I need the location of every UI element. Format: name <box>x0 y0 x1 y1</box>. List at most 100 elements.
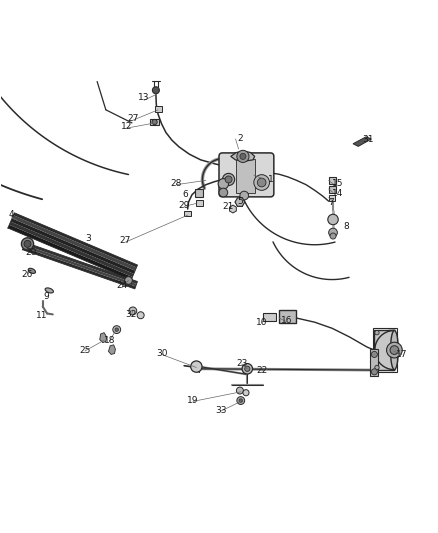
Text: 21: 21 <box>222 202 233 211</box>
Polygon shape <box>9 222 134 277</box>
Circle shape <box>245 366 250 372</box>
Polygon shape <box>109 345 116 354</box>
Text: 27: 27 <box>127 114 138 123</box>
Bar <box>328 195 335 201</box>
Text: 2: 2 <box>237 134 243 143</box>
Circle shape <box>375 330 379 335</box>
Circle shape <box>237 397 245 405</box>
Circle shape <box>240 191 249 200</box>
Text: 17: 17 <box>396 350 407 359</box>
Bar <box>150 119 159 125</box>
Text: 3: 3 <box>85 233 91 243</box>
Text: 28: 28 <box>171 179 182 188</box>
Text: 32: 32 <box>125 310 137 319</box>
Text: 7: 7 <box>328 198 334 207</box>
Circle shape <box>152 87 159 94</box>
Bar <box>374 330 394 370</box>
Bar <box>328 177 336 184</box>
Circle shape <box>191 361 202 372</box>
Text: 24: 24 <box>117 281 128 290</box>
Polygon shape <box>235 198 245 206</box>
Text: 27: 27 <box>120 236 131 245</box>
Circle shape <box>124 277 132 284</box>
Circle shape <box>21 238 34 250</box>
Ellipse shape <box>45 288 53 293</box>
Text: 9: 9 <box>43 292 49 301</box>
Circle shape <box>371 351 378 358</box>
Text: 10: 10 <box>256 318 268 327</box>
Text: 33: 33 <box>215 406 227 415</box>
Text: 1: 1 <box>268 175 274 184</box>
Polygon shape <box>11 219 135 274</box>
Bar <box>195 189 203 197</box>
Circle shape <box>24 240 31 247</box>
Bar <box>236 158 255 192</box>
Text: 30: 30 <box>156 349 167 358</box>
Circle shape <box>113 326 120 334</box>
Circle shape <box>330 233 336 239</box>
Text: 12: 12 <box>121 122 132 131</box>
Text: 6: 6 <box>182 190 188 199</box>
Circle shape <box>242 364 253 374</box>
Circle shape <box>223 173 235 185</box>
Bar <box>184 211 191 216</box>
Circle shape <box>328 214 338 225</box>
Polygon shape <box>23 247 136 289</box>
Text: 22: 22 <box>256 366 267 375</box>
Circle shape <box>218 179 229 189</box>
Polygon shape <box>8 225 132 280</box>
Circle shape <box>257 178 266 187</box>
Text: 20: 20 <box>25 248 37 257</box>
Text: 15: 15 <box>332 179 343 188</box>
Circle shape <box>243 390 249 396</box>
Bar <box>371 349 378 376</box>
Text: 16: 16 <box>281 317 292 326</box>
Bar <box>279 310 296 323</box>
Circle shape <box>115 328 118 332</box>
Text: 25: 25 <box>79 345 91 354</box>
Circle shape <box>375 365 379 370</box>
Polygon shape <box>100 333 107 343</box>
Text: 29: 29 <box>179 201 190 210</box>
Polygon shape <box>231 151 254 161</box>
Circle shape <box>237 150 249 163</box>
Circle shape <box>152 119 157 125</box>
Polygon shape <box>24 245 137 286</box>
Text: 13: 13 <box>138 93 150 102</box>
Text: 14: 14 <box>332 189 343 198</box>
Bar <box>373 328 396 372</box>
Circle shape <box>137 312 144 319</box>
Circle shape <box>390 346 399 354</box>
Text: 19: 19 <box>187 396 199 405</box>
Circle shape <box>371 369 378 375</box>
Circle shape <box>328 228 337 237</box>
Circle shape <box>387 342 402 358</box>
Bar <box>328 185 336 192</box>
Polygon shape <box>24 243 138 284</box>
Circle shape <box>129 307 137 315</box>
Ellipse shape <box>391 330 398 370</box>
Text: 23: 23 <box>236 359 247 368</box>
Text: 4: 4 <box>8 210 14 219</box>
Text: 31: 31 <box>362 135 374 144</box>
Circle shape <box>237 387 244 394</box>
FancyBboxPatch shape <box>219 153 274 197</box>
Bar <box>155 107 162 111</box>
Polygon shape <box>353 137 371 147</box>
Text: 26: 26 <box>22 270 33 279</box>
Text: 8: 8 <box>343 222 349 231</box>
Text: 11: 11 <box>35 311 47 320</box>
Polygon shape <box>13 213 138 268</box>
Circle shape <box>254 175 269 190</box>
Text: 18: 18 <box>103 336 115 345</box>
Polygon shape <box>12 215 137 271</box>
Bar <box>262 313 276 321</box>
Ellipse shape <box>28 268 35 273</box>
Text: 5: 5 <box>237 197 243 206</box>
Circle shape <box>239 399 243 402</box>
Circle shape <box>225 176 232 183</box>
Polygon shape <box>230 205 237 213</box>
Bar <box>196 200 203 206</box>
Circle shape <box>240 154 246 159</box>
Circle shape <box>219 188 228 197</box>
